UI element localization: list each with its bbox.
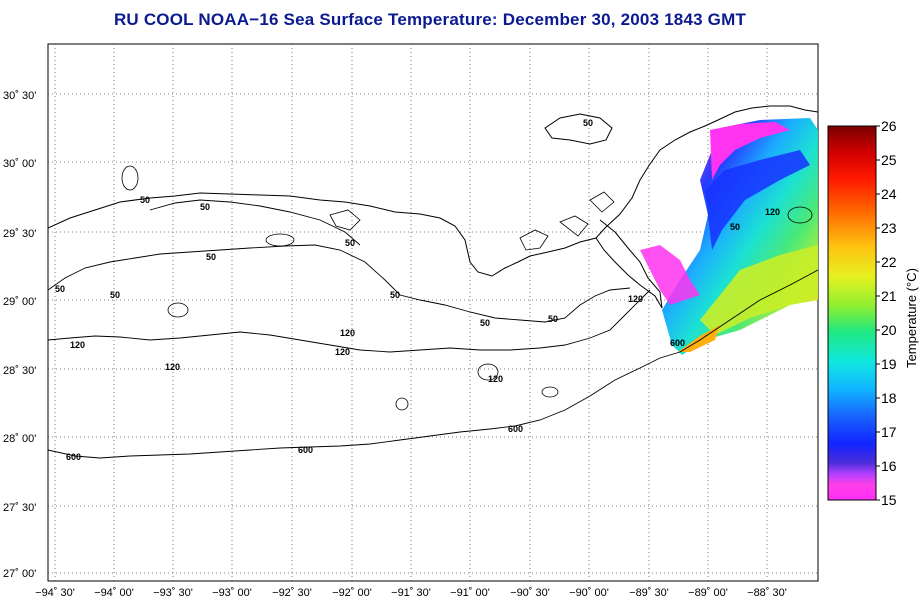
contour-label: 50: [345, 238, 355, 248]
lon-label: −92˚ 30': [272, 587, 312, 599]
contour-labels: 50 50 50 50 50 50 50 50 50 50 50 120 120…: [55, 118, 780, 462]
lat-label: 28˚ 00': [3, 433, 36, 445]
colorbar-scale: [827, 125, 877, 501]
mississippi-delta: [595, 219, 663, 309]
isobath-50b: [149, 199, 361, 246]
contour-label: 120: [488, 374, 503, 384]
contour-label: 50: [110, 290, 120, 300]
lon-label: −90˚ 00': [569, 587, 609, 599]
contour-label: 600: [66, 452, 81, 462]
contour-label: 50: [390, 290, 400, 300]
contour-label: 50: [200, 202, 210, 212]
lat-label: 29˚ 30': [3, 228, 36, 240]
contour-label: 50: [140, 195, 150, 205]
colorbar-title: Temperature (°C): [904, 268, 919, 368]
lat-label: 30˚ 00': [3, 158, 36, 170]
longitude-labels: −94˚ 30' −94˚ 00' −93˚ 30' −93˚ 00' −92˚…: [35, 587, 787, 599]
colorbar-tick-label: 18: [881, 390, 897, 406]
coastline: [48, 105, 818, 277]
isobath-600: [48, 351, 681, 459]
colorbar-tick-label: 25: [881, 152, 897, 168]
latitude-labels: 30˚ 30' 30˚ 00' 29˚ 30' 29˚ 00' 28˚ 30' …: [3, 90, 36, 580]
contour-label: 120: [165, 362, 180, 372]
contour-label: 120: [70, 340, 85, 350]
lon-label: −92˚ 00': [332, 587, 372, 599]
contour-label: 50: [55, 284, 65, 294]
colorbar-ticks: 26 25 24 23 22 21 20 19 18 17 16 15: [876, 118, 897, 508]
marsh-islands: [329, 191, 615, 251]
colorbar-tick-label: 21: [881, 288, 897, 304]
lon-label: −93˚ 00': [212, 587, 252, 599]
map-title: RU COOL NOAA−16 Sea Surface Temperature:…: [113, 10, 747, 29]
colorbar-tick-label: 23: [881, 220, 897, 236]
colorbar-tick-label: 20: [881, 322, 897, 338]
colorbar-tick-label: 15: [881, 492, 897, 508]
contour-label: 120: [340, 328, 355, 338]
lon-label: −89˚ 30': [629, 587, 669, 599]
lat-label: 28˚ 30': [3, 365, 36, 377]
lon-label: −91˚ 00': [450, 587, 490, 599]
contour-label: 50: [480, 318, 490, 328]
lat-label: 27˚ 30': [3, 502, 36, 514]
contour-label: 50: [206, 252, 216, 262]
sst-orange-edge: [678, 325, 720, 352]
isobath-600-east: [679, 269, 818, 353]
contour-label: 50: [583, 118, 593, 128]
sst-blue-band: [705, 150, 810, 250]
lon-label: −94˚ 00': [94, 587, 134, 599]
contour-label: 600: [508, 424, 523, 434]
lon-label: −91˚ 30': [391, 587, 431, 599]
colorbar: 26 25 24 23 22 21 20 19 18 17 16 15 Temperature (°C…: [827, 118, 919, 508]
colorbar-tick-label: 22: [881, 254, 897, 270]
lon-label: −90˚ 30': [510, 587, 550, 599]
lon-label: −93˚ 30': [153, 587, 193, 599]
sst-pink-coast: [640, 245, 700, 305]
lat-label: 30˚ 30': [3, 90, 36, 102]
colorbar-tick-label: 19: [881, 356, 897, 372]
colorbar-tick-label: 16: [881, 458, 897, 474]
colorbar-tick-label: 24: [881, 186, 897, 202]
colorbar-tick-label: 26: [881, 118, 897, 134]
lon-label: −88˚ 30': [747, 587, 787, 599]
contour-label: 50: [730, 222, 740, 232]
contour-label: 600: [670, 338, 685, 348]
graticule-grid: [48, 44, 818, 581]
contour-label: 600: [298, 445, 313, 455]
lake-pontchartrain: [544, 113, 613, 145]
isobath-120: [48, 289, 651, 353]
sst-pink-fringe: [710, 122, 790, 180]
contour-label: 50: [548, 314, 558, 324]
contour-label: 120: [628, 294, 643, 304]
lon-label: −94˚ 30': [35, 587, 75, 599]
contour-label: 120: [765, 207, 780, 217]
colorbar-tick-label: 17: [881, 424, 897, 440]
lon-label: −89˚ 00': [688, 587, 728, 599]
sst-warm-band: [700, 245, 818, 335]
contour-label: 120: [335, 347, 350, 357]
isobath-patches: [121, 165, 813, 411]
lat-label: 27˚ 00': [3, 568, 36, 580]
lat-label: 29˚ 00': [3, 296, 36, 308]
isobath-50: [48, 244, 631, 323]
